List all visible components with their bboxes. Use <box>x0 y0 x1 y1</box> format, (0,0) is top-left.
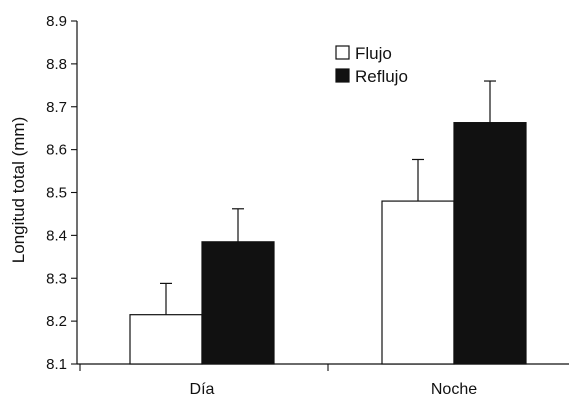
legend: Flujo Reflujo <box>335 44 408 86</box>
bar-flujo-día <box>129 314 203 365</box>
y-axis-title: Longitud total (mm) <box>9 117 28 263</box>
y-tick-label: 8.1 <box>46 356 67 373</box>
y-tick-label: 8.6 <box>46 142 67 159</box>
y-ticks: 8.1 8.2 8.3 8.4 8.5 8.6 8.7 8.8 8.9 <box>46 13 77 373</box>
bar-flujo-noche <box>381 200 455 365</box>
y-tick-label: 8.8 <box>46 56 67 73</box>
bar-reflujo-noche <box>453 122 527 365</box>
y-tick-label: 8.7 <box>46 99 67 116</box>
legend-label: Reflujo <box>355 67 408 86</box>
y-tick-label: 8.3 <box>46 270 67 287</box>
y-tick-label: 8.4 <box>46 227 67 244</box>
x-category-label: Noche <box>431 381 477 396</box>
legend-label: Flujo <box>355 44 392 63</box>
legend-swatch <box>335 68 350 83</box>
y-tick-label: 8.2 <box>46 313 67 330</box>
y-tick-label: 8.9 <box>46 13 67 30</box>
bars <box>129 80 527 365</box>
x-categories: Día Noche <box>190 381 478 396</box>
x-category-label: Día <box>190 381 215 396</box>
y-tick-label: 8.5 <box>46 185 67 202</box>
bar-reflujo-día <box>201 241 275 365</box>
legend-swatch <box>335 45 350 60</box>
